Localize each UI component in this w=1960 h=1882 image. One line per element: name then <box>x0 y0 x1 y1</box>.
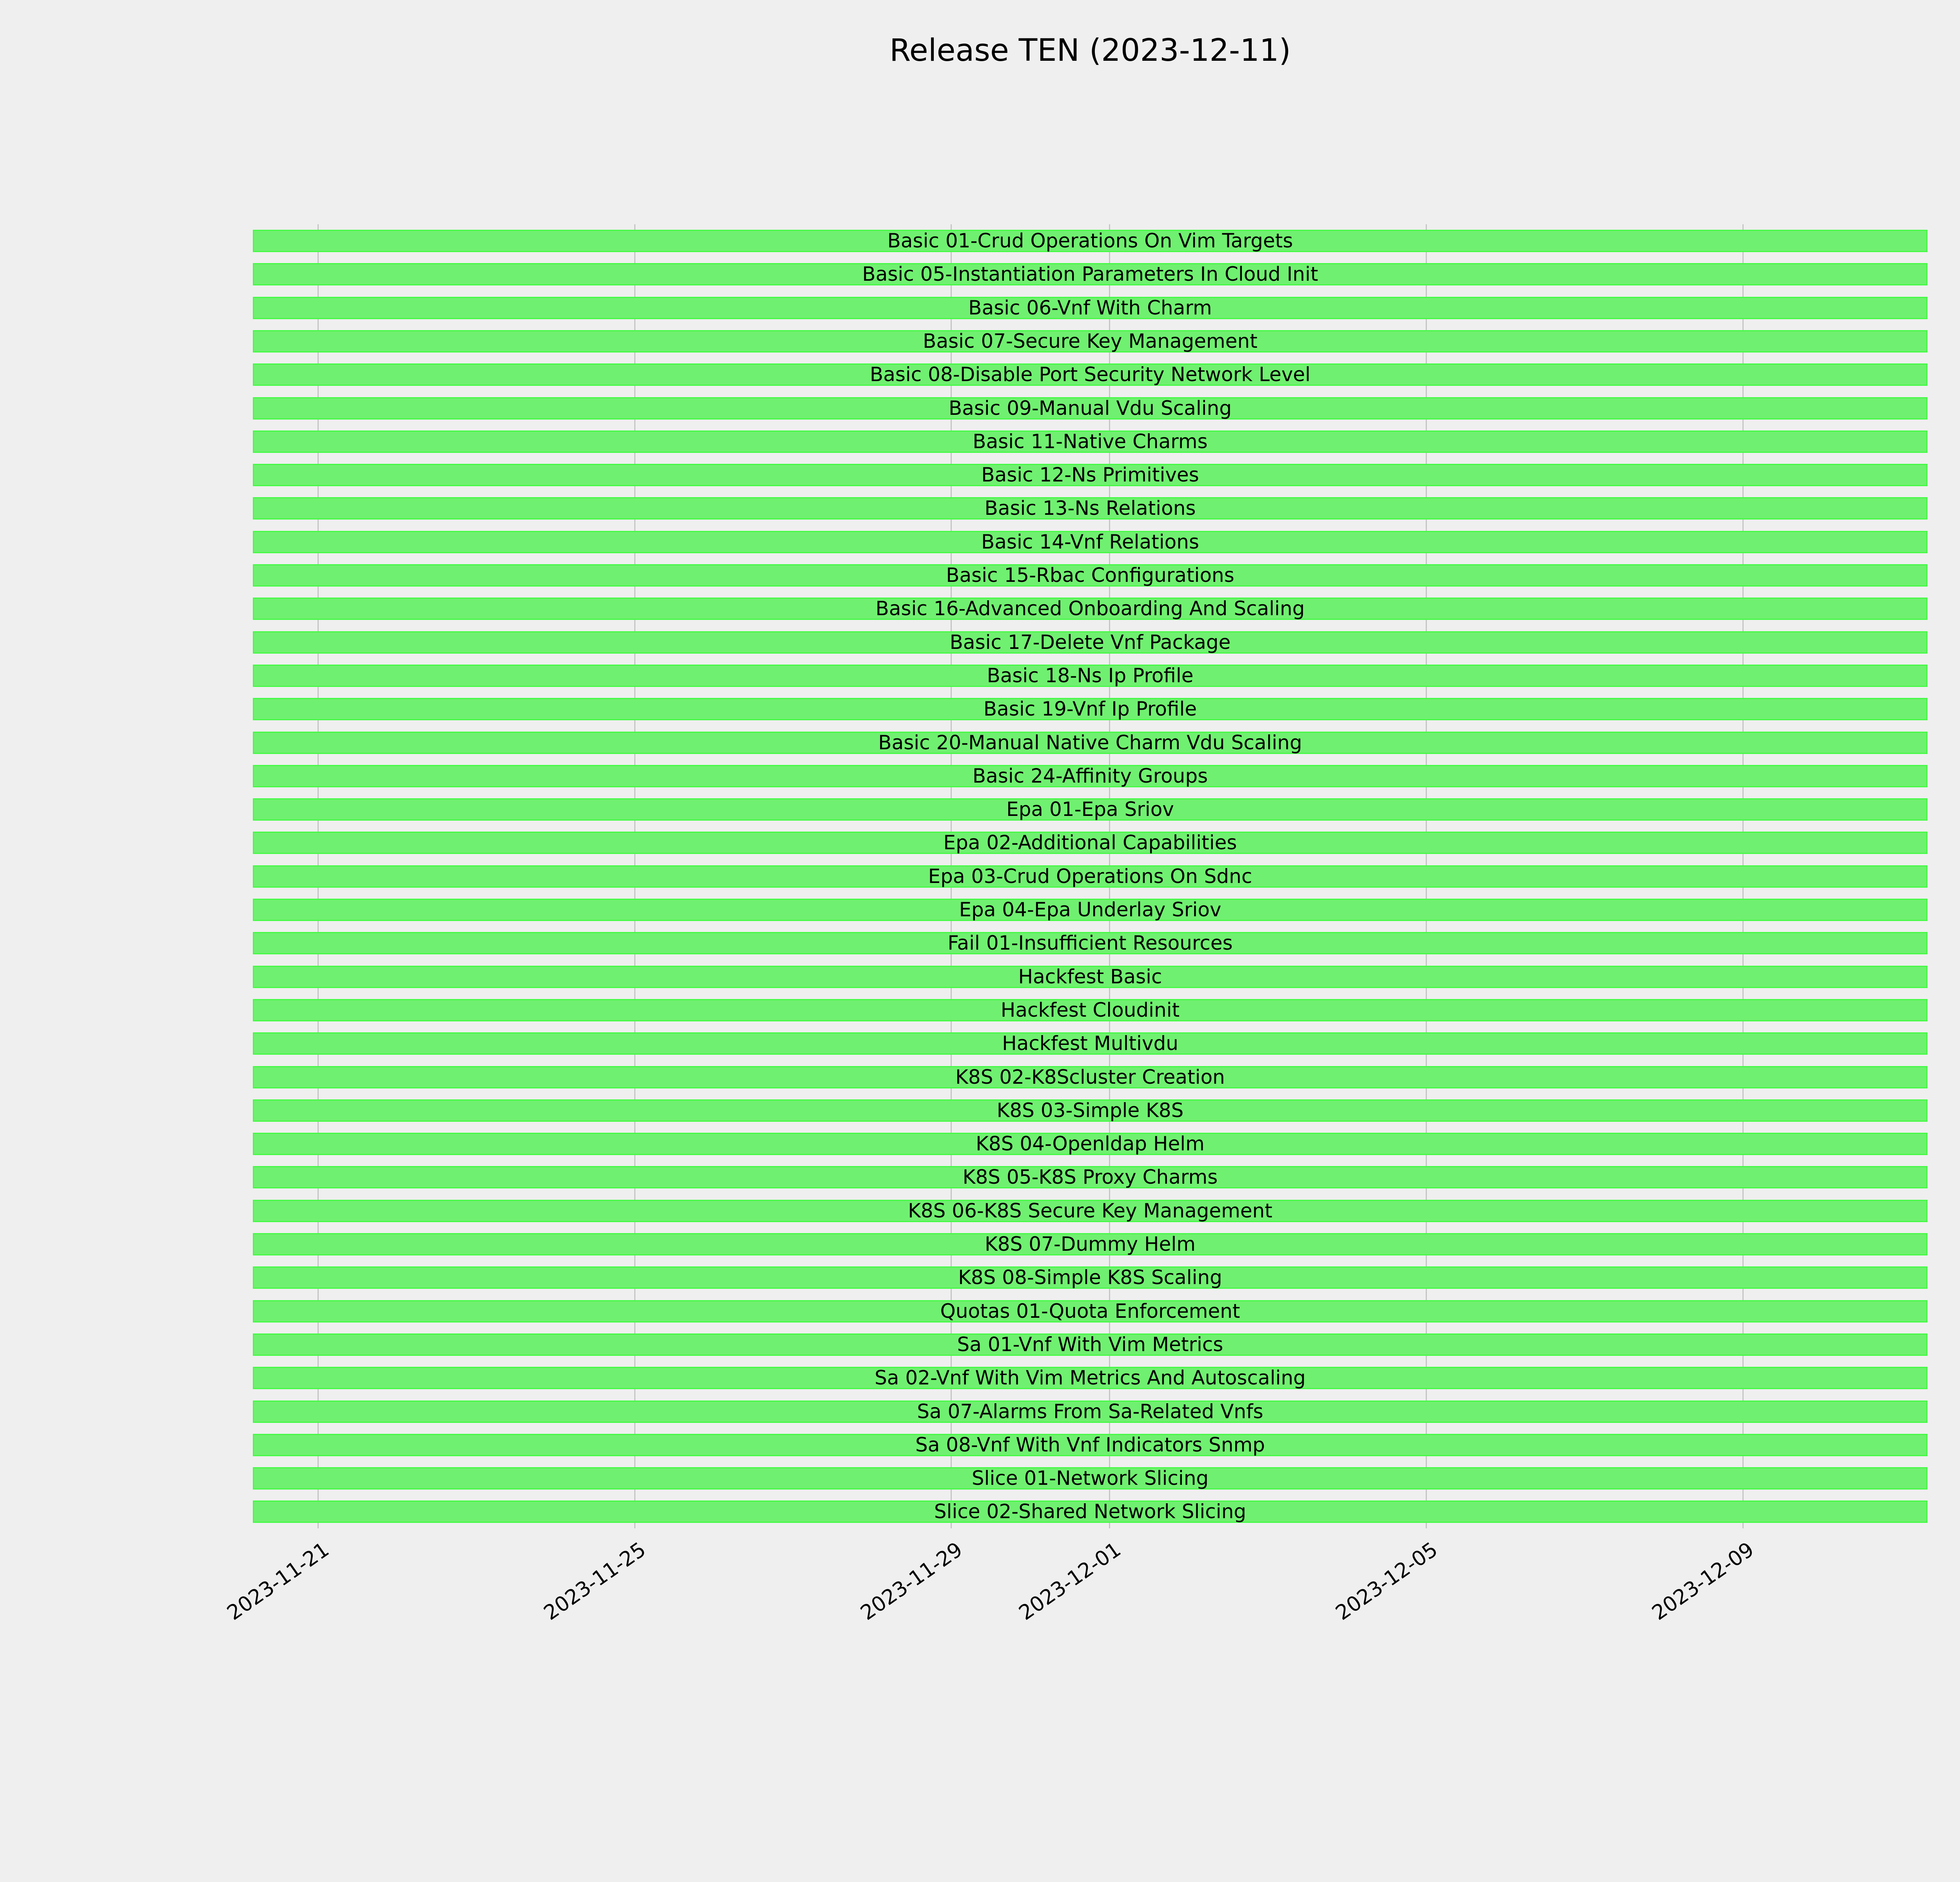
gantt-bar: Basic 17-Delete Vnf Package <box>253 631 1927 654</box>
bar-label: Epa 01-Epa Sriov <box>1006 798 1174 821</box>
bar-label: Slice 01-Network Slicing <box>971 1467 1209 1490</box>
bar-label: Basic 17-Delete Vnf Package <box>949 630 1231 654</box>
bar-label: Basic 01-Crud Operations On Vim Targets <box>887 229 1293 252</box>
bar-label: K8S 07-Dummy Helm <box>985 1233 1196 1255</box>
x-tick-label: 2023-12-09 <box>1648 1538 1759 1625</box>
bar-label: Basic 16-Advanced Onboarding And Scaling <box>875 597 1305 620</box>
gantt-bar: Quotas 01-Quota Enforcement <box>253 1300 1927 1322</box>
bar-label: K8S 05-K8S Proxy Charms <box>962 1166 1218 1189</box>
gantt-bar: Sa 08-Vnf With Vnf Indicators Snmp <box>253 1433 1927 1456</box>
gantt-bar: Basic 05-Instantiation Parameters In Clo… <box>253 263 1927 286</box>
gantt-bar: Basic 24-Affinity Groups <box>253 765 1927 787</box>
x-tick-label: 2023-12-05 <box>1331 1538 1442 1625</box>
bar-label: Epa 04-Epa Underlay Sriov <box>959 898 1221 921</box>
bar-label: K8S 08-Simple K8S Scaling <box>958 1266 1222 1289</box>
bar-label: Basic 14-Vnf Relations <box>981 530 1199 553</box>
gantt-bar: Basic 15-Rbac Configurations <box>253 564 1927 587</box>
gantt-bar: Fail 01-Insufficient Resources <box>253 932 1927 955</box>
bar-label: Basic 24-Affinity Groups <box>972 764 1208 787</box>
bar-label: Hackfest Basic <box>1018 965 1162 988</box>
gantt-bar: Basic 18-Ns Ip Profile <box>253 664 1927 687</box>
bar-label: Hackfest Cloudinit <box>1000 998 1180 1021</box>
gantt-bar: Sa 07-Alarms From Sa-Related Vnfs <box>253 1400 1927 1423</box>
gantt-bar: Hackfest Cloudinit <box>253 999 1927 1021</box>
gantt-bar: Sa 02-Vnf With Vim Metrics And Autoscali… <box>253 1366 1927 1390</box>
gantt-bar: K8S 07-Dummy Helm <box>253 1233 1927 1255</box>
gantt-bar: Hackfest Basic <box>253 965 1927 988</box>
bar-label: Basic 08-Disable Port Security Network L… <box>869 363 1311 386</box>
gantt-bar: Epa 02-Additional Capabilities <box>253 832 1927 854</box>
gantt-bar: Basic 06-Vnf With Charm <box>253 296 1927 319</box>
bar-label: Basic 19-Vnf Ip Profile <box>983 698 1197 721</box>
x-tick-label: 2023-11-29 <box>856 1538 967 1625</box>
bar-label: Basic 12-Ns Primitives <box>981 463 1199 487</box>
bar-label: K8S 04-Openldap Helm <box>976 1132 1205 1155</box>
bar-label: Basic 13-Ns Relations <box>984 497 1196 520</box>
bar-label: Sa 02-Vnf With Vim Metrics And Autoscali… <box>875 1366 1306 1390</box>
bar-label: Basic 07-Secure Key Management <box>923 329 1258 352</box>
gantt-bar: Basic 07-Secure Key Management <box>253 330 1927 352</box>
gantt-bar: Basic 19-Vnf Ip Profile <box>253 698 1927 721</box>
gantt-bar: Basic 09-Manual Vdu Scaling <box>253 397 1927 420</box>
gantt-bar: Epa 01-Epa Sriov <box>253 798 1927 821</box>
bar-label: K8S 03-Simple K8S <box>996 1099 1184 1122</box>
gantt-bar: Sa 01-Vnf With Vim Metrics <box>253 1333 1927 1356</box>
gantt-bar: Hackfest Multivdu <box>253 1032 1927 1055</box>
gantt-bar: K8S 05-K8S Proxy Charms <box>253 1166 1927 1189</box>
gantt-bar: Basic 08-Disable Port Security Network L… <box>253 363 1927 386</box>
bar-label: K8S 06-K8S Secure Key Management <box>908 1199 1272 1222</box>
bar-label: Basic 15-Rbac Configurations <box>946 564 1234 587</box>
gantt-bar: Basic 20-Manual Native Charm Vdu Scaling <box>253 731 1927 754</box>
gantt-bar: K8S 06-K8S Secure Key Management <box>253 1199 1927 1222</box>
bar-label: Basic 20-Manual Native Charm Vdu Scaling <box>878 731 1302 754</box>
bar-label: Fail 01-Insufficient Resources <box>947 932 1233 955</box>
gantt-bar: K8S 02-K8Scluster Creation <box>253 1066 1927 1088</box>
bar-label: Sa 07-Alarms From Sa-Related Vnfs <box>917 1400 1263 1423</box>
bar-label: Quotas 01-Quota Enforcement <box>940 1299 1240 1322</box>
bar-label: Basic 06-Vnf With Charm <box>968 296 1212 319</box>
bar-label: Basic 11-Native Charms <box>973 430 1208 453</box>
bar-label: Epa 02-Additional Capabilities <box>943 831 1237 854</box>
gantt-bar: Slice 01-Network Slicing <box>253 1467 1927 1490</box>
gantt-bar: Slice 02-Shared Network Slicing <box>253 1501 1927 1523</box>
bar-label: Basic 05-Instantiation Parameters In Clo… <box>862 263 1318 286</box>
x-tick-label: 2023-11-25 <box>539 1538 650 1625</box>
gantt-bar: Epa 03-Crud Operations On Sdnc <box>253 865 1927 888</box>
x-tick-label: 2023-12-01 <box>1014 1538 1125 1625</box>
gantt-bar: Basic 14-Vnf Relations <box>253 530 1927 553</box>
gantt-bar: Basic 12-Ns Primitives <box>253 463 1927 487</box>
bar-label: Slice 02-Shared Network Slicing <box>934 1500 1247 1523</box>
gantt-bar: K8S 03-Simple K8S <box>253 1099 1927 1122</box>
bar-label: Epa 03-Crud Operations On Sdnc <box>928 865 1252 888</box>
bar-label: Sa 08-Vnf With Vnf Indicators Snmp <box>915 1433 1265 1456</box>
gantt-bar: Epa 04-Epa Underlay Sriov <box>253 899 1927 921</box>
bar-label: Basic 09-Manual Vdu Scaling <box>948 396 1232 420</box>
gantt-bar: K8S 08-Simple K8S Scaling <box>253 1266 1927 1289</box>
gantt-bar: Basic 01-Crud Operations On Vim Targets <box>253 230 1927 252</box>
chart-title: Release TEN (2023-12-11) <box>889 33 1291 68</box>
gantt-bar: Basic 11-Native Charms <box>253 430 1927 453</box>
bar-label: Hackfest Multivdu <box>1002 1032 1178 1055</box>
gantt-bar: Basic 13-Ns Relations <box>253 497 1927 520</box>
gantt-bar: K8S 04-Openldap Helm <box>253 1133 1927 1155</box>
gantt-bar: Basic 16-Advanced Onboarding And Scaling <box>253 598 1927 620</box>
bar-label: Basic 18-Ns Ip Profile <box>987 664 1194 687</box>
x-tick-label: 2023-11-21 <box>223 1538 334 1625</box>
bar-label: K8S 02-K8Scluster Creation <box>955 1065 1225 1088</box>
bar-label: Sa 01-Vnf With Vim Metrics <box>957 1333 1223 1356</box>
